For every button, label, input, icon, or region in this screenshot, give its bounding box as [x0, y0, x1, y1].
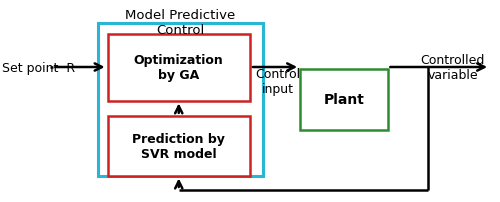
- Text: Set point  R: Set point R: [2, 61, 76, 74]
- Text: Control
input: Control input: [256, 68, 300, 96]
- Text: Plant: Plant: [324, 93, 364, 107]
- Text: Model Predictive
Control: Model Predictive Control: [125, 9, 235, 37]
- Bar: [300, 70, 388, 130]
- Bar: [98, 24, 262, 176]
- Bar: [108, 116, 250, 176]
- Text: Controlled
variable: Controlled variable: [420, 54, 484, 82]
- Bar: [108, 34, 250, 101]
- Text: Prediction by
SVR model: Prediction by SVR model: [132, 132, 225, 160]
- Text: Optimization
by GA: Optimization by GA: [134, 54, 224, 82]
